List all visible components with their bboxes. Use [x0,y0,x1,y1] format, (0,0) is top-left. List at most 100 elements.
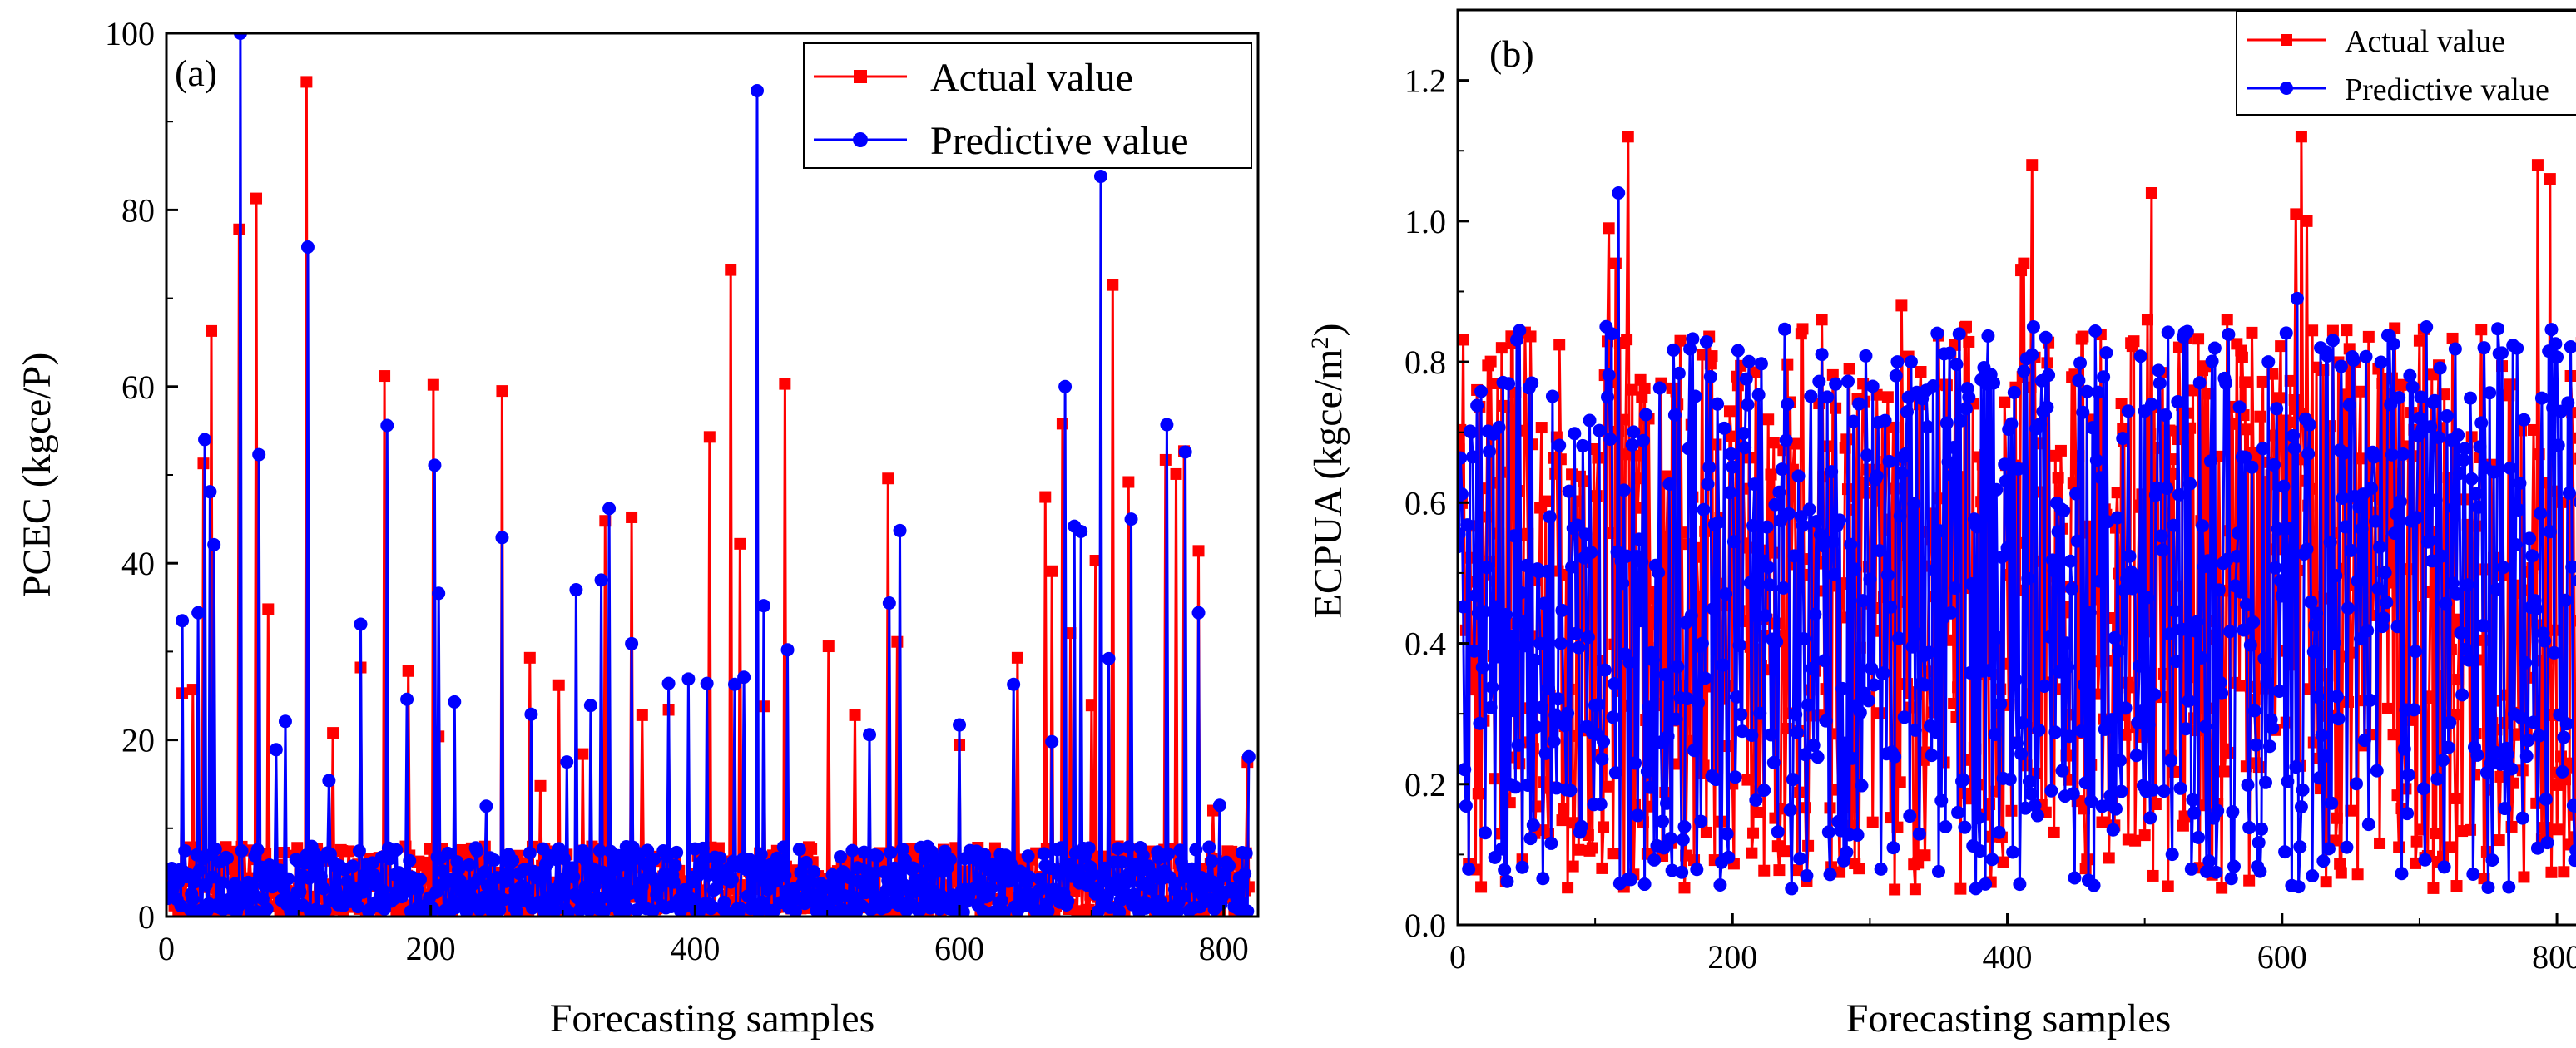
data-point [2329,569,2343,583]
data-point [1893,509,1907,523]
data-point [2167,518,2181,532]
y-tick-label: 60 [121,368,155,406]
data-point [1809,515,1823,529]
data-point [1524,330,1537,343]
data-point [2246,326,2258,339]
data-point [1866,816,1879,828]
data-point [2529,602,2544,616]
data-point [647,853,661,867]
data-point [2456,453,2470,467]
data-point [2106,823,2120,837]
data-point [1667,408,1682,422]
panel-b-x-axis-label: Forecasting samples [1846,996,2172,1041]
data-point [1459,798,1473,813]
data-point [870,849,884,863]
data-point [2304,595,2318,609]
data-point [1479,826,1493,840]
data-point [1680,692,1694,706]
data-point [1919,849,1931,862]
data-point [1746,847,1758,859]
data-point [2432,431,2446,445]
data-point [1716,658,1730,672]
data-point [2290,208,2302,220]
data-point [2342,398,2356,412]
y-tick-label: 40 [121,545,155,582]
y-tick-label: 0 [138,898,155,936]
data-point [1621,334,1633,346]
data-point [1458,540,1464,554]
data-point [1678,882,1691,894]
data-point [2093,574,2107,588]
data-point [805,843,818,855]
data-point [807,865,821,879]
data-point [778,868,792,882]
data-point [718,904,732,917]
data-point [845,843,859,858]
data-point [1682,442,1696,456]
data-point [2059,636,2073,650]
data-point [1632,532,1646,546]
data-point [2544,173,2556,185]
data-point [1597,734,1611,749]
data-point [2532,729,2546,743]
data-point [1469,588,1483,602]
data-point [1652,381,1667,395]
data-point [2123,549,2137,563]
data-point [1768,497,1782,512]
y-tick-label: 100 [105,15,155,52]
data-point [356,885,370,899]
data-point [2376,611,2390,625]
series-line-predictive [1458,192,2576,889]
data-point [1811,750,1825,764]
data-point [1688,389,1702,403]
data-point [1845,751,1859,765]
data-point [400,692,414,706]
data-point [345,859,359,873]
data-point [1825,465,1839,479]
data-point [2514,711,2529,725]
data-point [2531,159,2544,171]
data-point [1551,692,1565,706]
data-point [2152,363,2166,378]
data-point [1821,390,1835,404]
data-point [1112,905,1127,917]
data-point [203,485,217,499]
series-markers-predictive [1458,186,2576,896]
data-point [2034,417,2048,431]
data-point [2534,391,2549,405]
data-point [1007,677,1021,691]
data-point [2523,531,2537,546]
data-point [1999,396,2011,408]
data-point [495,531,509,545]
data-point [1808,607,1822,621]
data-point [1494,842,1508,856]
data-point [2410,835,2423,848]
data-point [2331,812,2343,824]
data-point [1970,520,1984,534]
x-tick-label: 200 [406,930,456,967]
data-point [2439,596,2453,611]
data-point [2083,606,2097,620]
data-point [2416,823,2429,836]
data-point [327,727,339,739]
data-point [2111,487,2123,499]
data-point [1192,545,1205,557]
data-point [2074,724,2088,738]
data-point [2487,465,2501,479]
data-point [1797,631,1811,645]
data-point [602,502,617,516]
data-point [1928,563,1942,577]
data-point [2226,805,2240,819]
panel-b-legend-predictive-marker [2280,82,2293,95]
data-point [206,324,218,337]
data-point [2559,717,2574,731]
data-point [2224,872,2238,886]
data-point [1660,796,1674,810]
data-point [2199,864,2213,878]
data-point [1843,363,1855,375]
data-point [2121,404,2135,418]
data-point [2450,880,2463,892]
data-point [1726,535,1741,549]
data-point [1804,389,1818,403]
